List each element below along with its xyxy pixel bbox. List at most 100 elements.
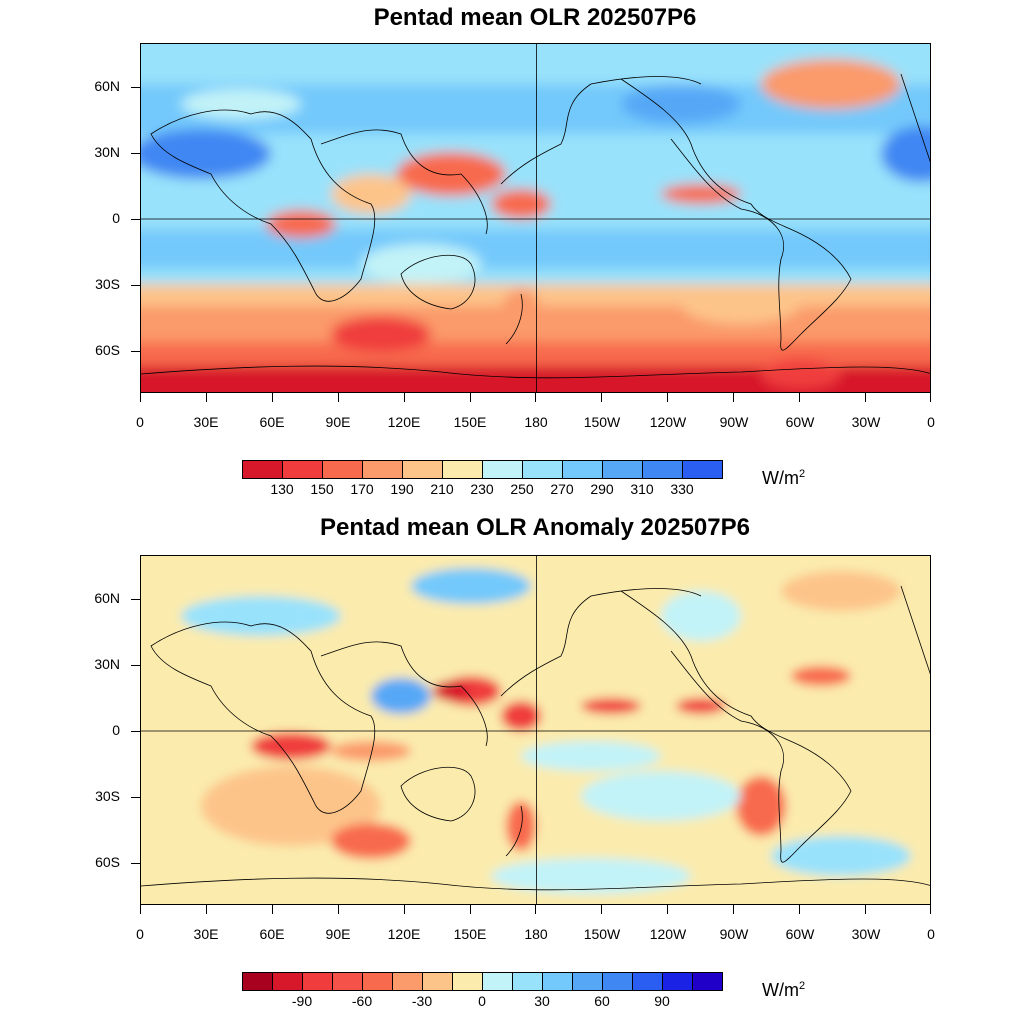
x-tick-label: 120W: [649, 926, 687, 942]
colorbar-swatch: [683, 461, 722, 478]
colorbar: [242, 972, 723, 991]
colorbar-label: -90: [291, 993, 313, 1009]
colorbar-label: 250: [510, 481, 534, 497]
y-tick-label: 30N: [94, 656, 120, 672]
x-tick-label: 0: [136, 926, 144, 942]
x-tick: [140, 905, 141, 914]
x-tick-label: 60E: [259, 414, 285, 430]
y-tick-label: 30N: [94, 144, 120, 160]
x-tick-label: 0: [927, 926, 935, 942]
colorbar-swatch: [323, 461, 363, 478]
colorbar-swatch: [243, 461, 283, 478]
olr-mean-map: [140, 43, 931, 393]
x-tick-label: 180: [524, 926, 548, 942]
y-tick: [131, 285, 140, 286]
y-tick-label: 60N: [94, 78, 120, 94]
colorbar-swatch: [443, 461, 483, 478]
x-tick: [865, 905, 866, 914]
x-tick: [865, 393, 866, 402]
colorbar-swatch: [453, 973, 483, 990]
x-tick: [470, 393, 471, 402]
panel-title: Pentad mean OLR Anomaly 202507P6: [320, 514, 750, 541]
x-tick: [601, 905, 602, 914]
x-tick-label: 120W: [649, 414, 687, 430]
x-tick: [733, 393, 734, 402]
colorbar-label: 90: [654, 993, 670, 1009]
x-tick-label: 30E: [193, 414, 219, 430]
y-tick-label: 0: [112, 722, 120, 738]
x-tick-label: 180: [524, 414, 548, 430]
x-tick: [667, 393, 668, 402]
olr-anomaly-map: [140, 555, 931, 905]
colorbar-label: 310: [630, 481, 654, 497]
x-tick-label: 0: [136, 414, 144, 430]
x-tick-label: 60W: [785, 414, 815, 430]
x-tick-label: 90E: [325, 414, 351, 430]
colorbar-swatch: [303, 973, 333, 990]
x-tick: [733, 905, 734, 914]
colorbar-label: 290: [590, 481, 614, 497]
x-tick: [930, 905, 931, 914]
x-tick: [404, 905, 405, 914]
colorbar-label: -30: [411, 993, 433, 1009]
x-tick: [272, 905, 273, 914]
x-tick: [140, 393, 141, 402]
colorbar-label: 190: [390, 481, 414, 497]
x-tick: [404, 393, 405, 402]
panel-title: Pentad mean OLR 202507P6: [373, 4, 697, 31]
colorbar-label: 0: [478, 993, 486, 1009]
colorbar-swatch: [693, 973, 722, 990]
x-tick-label: 90E: [325, 926, 351, 942]
x-tick-label: 150W: [583, 414, 621, 430]
x-tick-label: 120E: [387, 926, 421, 942]
colorbar-swatch: [633, 973, 663, 990]
colorbar-label: 270: [550, 481, 574, 497]
olr-anomaly-panel: Pentad mean OLR Anomaly 202507P6: [0, 512, 1024, 1024]
units-label: W/m2: [762, 468, 806, 488]
x-tick-label: 0: [927, 414, 935, 430]
colorbar-swatch: [663, 973, 693, 990]
colorbar-swatch: [363, 973, 393, 990]
x-tick: [799, 393, 800, 402]
colorbar-label: 60: [594, 993, 610, 1009]
units-label: W/m2: [762, 980, 806, 1000]
x-tick-label: 60E: [259, 926, 285, 942]
x-tick: [470, 905, 471, 914]
colorbar-label: 130: [270, 481, 294, 497]
colorbar-label: 230: [470, 481, 494, 497]
colorbar: [242, 460, 723, 479]
colorbar-swatch: [543, 973, 573, 990]
x-tick: [206, 905, 207, 914]
x-tick-label: 30W: [851, 414, 881, 430]
x-tick: [272, 393, 273, 402]
x-tick-label: 150E: [453, 926, 487, 942]
y-tick-label: 60N: [94, 590, 120, 606]
y-tick: [131, 863, 140, 864]
colorbar-swatch: [363, 461, 403, 478]
colorbar-swatch: [273, 973, 303, 990]
y-tick-label: 60S: [95, 342, 120, 358]
x-tick: [338, 905, 339, 914]
y-tick-label: 30S: [95, 276, 120, 292]
x-tick-label: 120E: [387, 414, 421, 430]
y-tick: [131, 219, 140, 220]
colorbar-swatch: [483, 973, 513, 990]
colorbar-swatch: [573, 973, 603, 990]
colorbar-swatch: [423, 973, 453, 990]
y-tick: [131, 665, 140, 666]
y-tick-label: 30S: [95, 788, 120, 804]
y-tick: [131, 731, 140, 732]
colorbar-swatch: [643, 461, 683, 478]
x-tick: [206, 393, 207, 402]
colorbar-swatch: [513, 973, 543, 990]
x-tick: [930, 393, 931, 402]
colorbar-swatch: [563, 461, 603, 478]
colorbar-swatch: [603, 461, 643, 478]
y-tick: [131, 351, 140, 352]
x-tick: [799, 905, 800, 914]
colorbar-label: -60: [351, 993, 373, 1009]
x-tick: [667, 905, 668, 914]
x-tick-label: 150E: [453, 414, 487, 430]
colorbar-swatch: [283, 461, 323, 478]
colorbar-swatch: [603, 973, 633, 990]
